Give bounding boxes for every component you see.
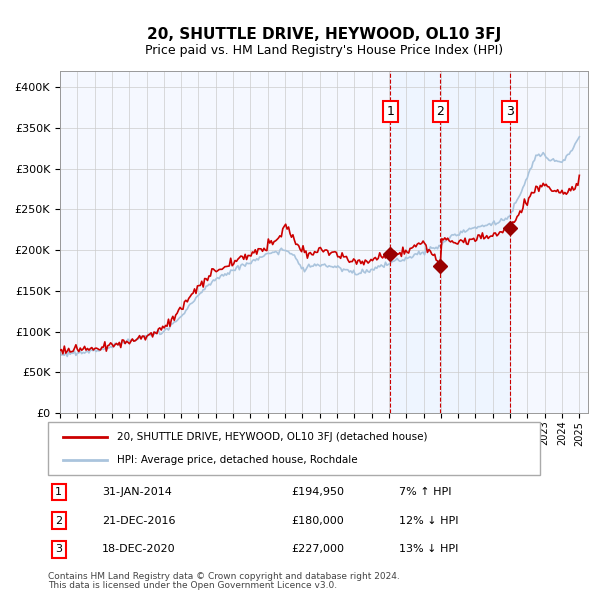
- Text: 18-DEC-2020: 18-DEC-2020: [102, 544, 176, 554]
- Text: £180,000: £180,000: [291, 516, 344, 526]
- Text: 2: 2: [55, 516, 62, 526]
- Text: 21-DEC-2016: 21-DEC-2016: [102, 516, 176, 526]
- Text: 1: 1: [386, 105, 394, 118]
- Text: £227,000: £227,000: [291, 544, 344, 554]
- Bar: [391, 71, 509, 413]
- Text: 3: 3: [55, 544, 62, 554]
- Text: 1: 1: [55, 487, 62, 497]
- Text: HPI: Average price, detached house, Rochdale: HPI: Average price, detached house, Roch…: [117, 455, 358, 465]
- Text: 3: 3: [506, 105, 514, 118]
- Text: 12% ↓ HPI: 12% ↓ HPI: [399, 516, 458, 526]
- Text: 7% ↑ HPI: 7% ↑ HPI: [399, 487, 452, 497]
- Text: 2: 2: [436, 105, 445, 118]
- Text: 31-JAN-2014: 31-JAN-2014: [102, 487, 172, 497]
- Text: 20, SHUTTLE DRIVE, HEYWOOD, OL10 3FJ: 20, SHUTTLE DRIVE, HEYWOOD, OL10 3FJ: [147, 27, 501, 41]
- Text: £194,950: £194,950: [291, 487, 344, 497]
- Text: Price paid vs. HM Land Registry's House Price Index (HPI): Price paid vs. HM Land Registry's House …: [145, 44, 503, 57]
- Text: Contains HM Land Registry data © Crown copyright and database right 2024.: Contains HM Land Registry data © Crown c…: [48, 572, 400, 581]
- FancyBboxPatch shape: [48, 422, 540, 475]
- Text: 13% ↓ HPI: 13% ↓ HPI: [399, 544, 458, 554]
- Text: This data is licensed under the Open Government Licence v3.0.: This data is licensed under the Open Gov…: [48, 581, 337, 589]
- Text: 20, SHUTTLE DRIVE, HEYWOOD, OL10 3FJ (detached house): 20, SHUTTLE DRIVE, HEYWOOD, OL10 3FJ (de…: [117, 432, 427, 442]
